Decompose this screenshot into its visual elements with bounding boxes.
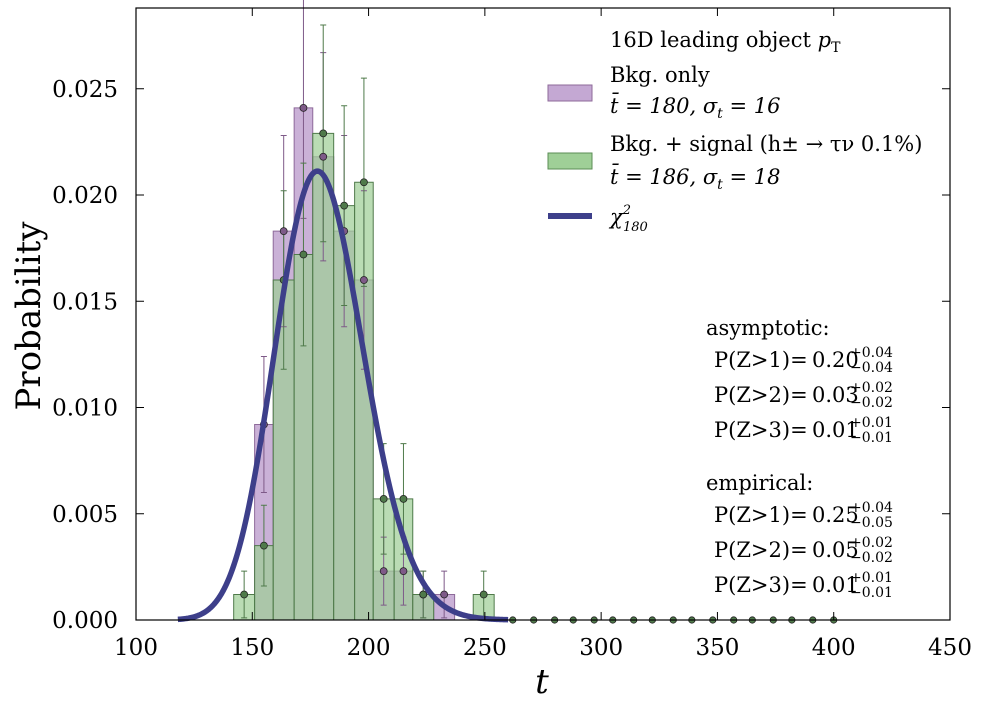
signal-marker	[399, 494, 408, 503]
y-tick-label: 0.015	[52, 289, 118, 315]
y-axis-label: Probability	[9, 221, 49, 411]
y-tick-label: 0.025	[52, 77, 118, 103]
asymptotic-row-lower: −0.02	[850, 395, 893, 411]
bkg-marker	[379, 567, 388, 576]
legend-title: 16D leading object pT	[610, 28, 841, 56]
x-tick-label: 200	[347, 635, 391, 661]
asymptotic-row-lower: −0.04	[850, 360, 893, 376]
legend: 16D leading object pT Bkg. only t̄ = 180…	[547, 28, 922, 235]
empirical-row-lower: −0.02	[850, 550, 893, 566]
empirical-row-upper: +0.01	[850, 570, 893, 586]
signal-marker	[240, 590, 249, 599]
empirical-annotation: empirical: P(Z>1)= 0.25+0.04−0.05 P(Z>2)= 0…	[706, 471, 893, 601]
asymptotic-row-lower: −0.01	[850, 430, 893, 446]
legend-label-signal: Bkg. + signal (h± → τν 0.1%)	[610, 132, 922, 156]
legend-label-chi2: χ2 180	[608, 203, 648, 235]
legend-swatch-bkg	[547, 84, 593, 102]
x-tick-label: 350	[695, 635, 739, 661]
empirical-row-label: P(Z>3)=	[714, 573, 808, 597]
bkg-marker	[319, 152, 328, 161]
empirical-row-value: 0.25	[812, 503, 859, 527]
signal-marker	[379, 494, 388, 503]
axes: 100 150 200 250 300 350 400 450 0.000 0.005 0.010 0…	[52, 7, 972, 661]
legend-stats-signal: t̄ = 186, σt = 18	[610, 163, 780, 193]
x-tick-label: 150	[230, 635, 274, 661]
signal-marker	[299, 250, 308, 259]
signal-marker	[479, 590, 488, 599]
plot-area	[176, 0, 838, 624]
empirical-heading: empirical:	[706, 471, 813, 495]
chi2-curve	[176, 168, 510, 623]
plot-frame	[135, 7, 951, 621]
signal-marker	[319, 129, 328, 138]
signal-marker	[260, 541, 268, 550]
x-tick-label: 400	[812, 635, 856, 661]
bkg-marker	[440, 590, 449, 599]
empirical-row-upper: +0.04	[850, 500, 893, 516]
x-tick-label: 300	[579, 635, 623, 661]
legend-label-bkg: Bkg. only	[610, 63, 710, 87]
legend-swatch-signal	[547, 152, 593, 170]
asymptotic-annotation: asymptotic: P(Z>1)= 0.20+0.04−0.04 P(Z>2)=…	[706, 316, 893, 446]
asymptotic-row-upper: +0.04	[850, 345, 893, 361]
empirical-row-value: 0.05	[812, 538, 859, 562]
asymptotic-row-upper: +0.02	[850, 380, 893, 396]
empirical-row-value: 0.01	[812, 573, 859, 597]
bkg-marker	[279, 227, 288, 236]
legend-stats-bkg: t̄ = 180, σt = 16	[610, 92, 780, 122]
empirical-row-upper: +0.02	[850, 535, 893, 551]
asymptotic-row-value: 0.01	[812, 418, 859, 442]
x-tick-label: 250	[463, 635, 507, 661]
asymptotic-row-label: P(Z>2)=	[714, 383, 808, 407]
asymptotic-row-label: P(Z>1)=	[714, 348, 808, 372]
bkg-marker	[299, 103, 308, 112]
asymptotic-row-upper: +0.01	[850, 415, 893, 431]
x-tick-label: 100	[114, 635, 158, 661]
asymptotic-row-value: 0.20	[812, 348, 859, 372]
asymptotic-heading: asymptotic:	[706, 316, 830, 340]
y-tick-label: 0.010	[52, 396, 118, 422]
y-tick-label: 0.005	[52, 502, 118, 528]
empirical-row-lower: −0.01	[850, 585, 893, 601]
empirical-row-label: P(Z>2)=	[714, 538, 808, 562]
signal-marker	[360, 178, 368, 187]
signal-marker	[340, 201, 349, 210]
asymptotic-row-label: P(Z>3)=	[714, 418, 808, 442]
bkg-marker	[360, 276, 368, 284]
empirical-row-label: P(Z>1)=	[714, 503, 808, 527]
asymptotic-row-value: 0.03	[812, 383, 859, 407]
y-tick-label: 0.000	[52, 608, 118, 634]
signal-marker	[419, 590, 428, 599]
empirical-row-lower: −0.05	[850, 515, 893, 531]
x-axis-label: t	[535, 662, 549, 702]
bkg-marker	[399, 567, 408, 576]
x-tick-label: 450	[928, 635, 972, 661]
y-tick-label: 0.020	[52, 183, 118, 209]
